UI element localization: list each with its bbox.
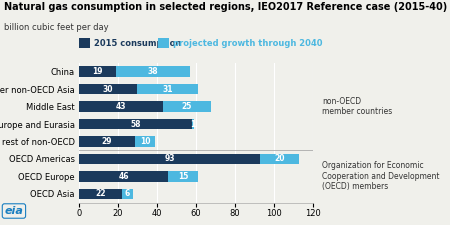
- Text: non-OECD
member countries: non-OECD member countries: [322, 97, 392, 116]
- Text: Organization for Economic
Cooperation and Development
(OECD) members: Organization for Economic Cooperation an…: [322, 162, 439, 191]
- Text: 38: 38: [148, 67, 158, 76]
- Text: 93: 93: [164, 154, 175, 163]
- Bar: [79, 136, 135, 147]
- Bar: [260, 154, 299, 164]
- Text: 22: 22: [95, 189, 105, 198]
- Bar: [79, 119, 192, 129]
- Bar: [192, 119, 194, 129]
- Bar: [79, 101, 162, 112]
- Text: 2015 consumption: 2015 consumption: [94, 39, 182, 48]
- Bar: [168, 171, 198, 182]
- Bar: [137, 84, 198, 94]
- Text: 31: 31: [162, 85, 173, 94]
- Bar: [79, 66, 116, 77]
- Bar: [122, 189, 133, 199]
- Text: Natural gas consumption in selected regions, IEO2017 Reference case (2015-40): Natural gas consumption in selected regi…: [4, 2, 448, 12]
- Bar: [79, 189, 122, 199]
- Bar: [135, 136, 155, 147]
- Text: projected growth through 2040: projected growth through 2040: [173, 39, 323, 48]
- Text: billion cubic feet per day: billion cubic feet per day: [4, 22, 109, 32]
- Text: 25: 25: [182, 102, 192, 111]
- Text: 6: 6: [125, 189, 130, 198]
- Text: 30: 30: [103, 85, 113, 94]
- Text: 15: 15: [178, 172, 188, 181]
- Text: 19: 19: [92, 67, 103, 76]
- Text: 43: 43: [115, 102, 126, 111]
- Text: 1: 1: [190, 119, 195, 128]
- Bar: [79, 154, 260, 164]
- Bar: [79, 84, 137, 94]
- Bar: [162, 101, 212, 112]
- Text: 46: 46: [118, 172, 129, 181]
- Text: 10: 10: [140, 137, 150, 146]
- Text: 20: 20: [274, 154, 285, 163]
- Text: eia: eia: [4, 206, 23, 216]
- Text: 58: 58: [130, 119, 140, 128]
- Bar: [116, 66, 190, 77]
- Bar: [79, 171, 168, 182]
- Text: 29: 29: [102, 137, 112, 146]
